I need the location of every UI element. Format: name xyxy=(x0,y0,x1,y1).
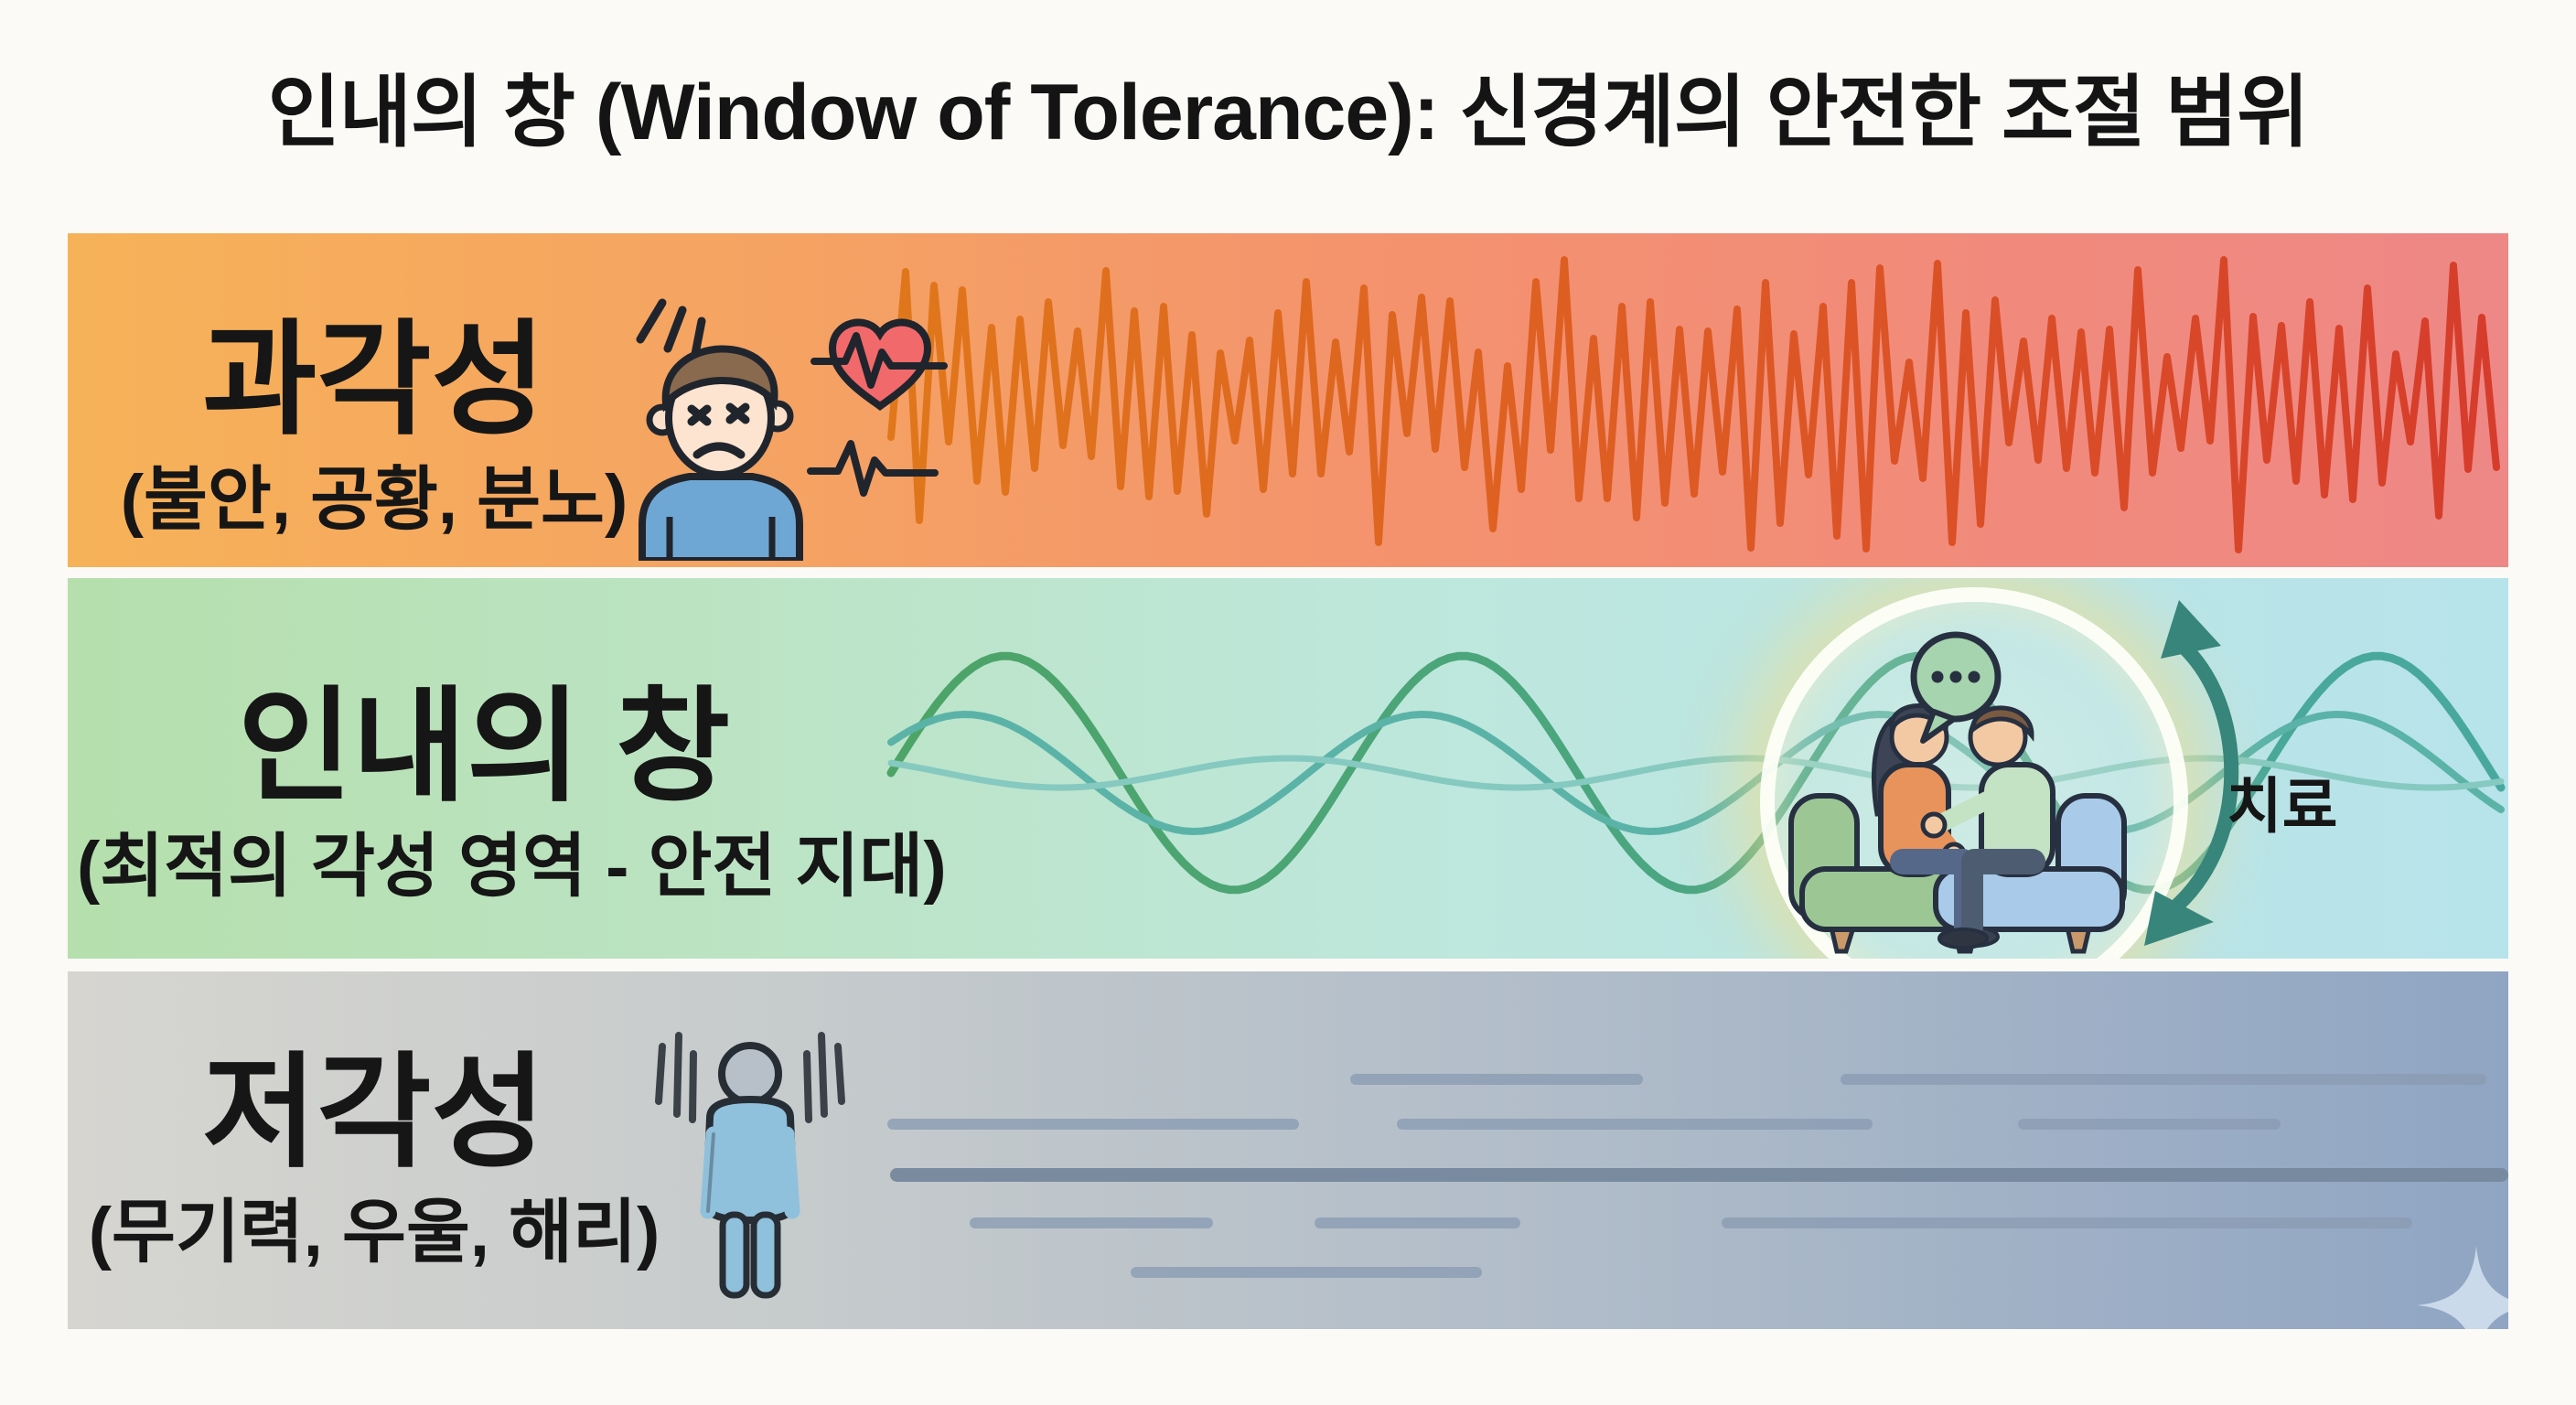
flatline-dash xyxy=(970,1217,1213,1228)
sparkle-icon xyxy=(2417,1246,2508,1329)
window-label: 인내의 창 xyxy=(237,677,731,816)
flatline-dash xyxy=(1350,1074,1643,1085)
window-of-tolerance-band: 치료 인내의 창 (최적의 각성 영역 - 안전 지대) xyxy=(68,578,2508,959)
therapy-arrow-label: 치료 xyxy=(2227,772,2338,840)
hyperarousal-jagged-wave xyxy=(887,256,2500,553)
flatline-dash xyxy=(887,1119,1299,1130)
flatline-dash xyxy=(1131,1267,1482,1278)
double-headed-curved-arrow-icon xyxy=(2144,600,2239,946)
client-man xyxy=(1920,705,2055,949)
hyperarousal-subtitle: (불안, 공황, 분노) xyxy=(120,461,628,539)
hyperarousal-label: 과각성 xyxy=(202,310,546,449)
flatline-dash xyxy=(1397,1119,1873,1130)
hypoarousal-label-block: 저각성 (무기력, 우울, 해리) xyxy=(77,1050,671,1268)
hypoarousal-band: 저각성 (무기력, 우울, 해리) xyxy=(68,971,2508,1329)
angry-person-with-heartbeat-icon xyxy=(636,298,948,561)
flatline-dash xyxy=(1841,1074,2486,1085)
window-subtitle: (최적의 각성 영역 - 안전 지대) xyxy=(77,828,947,906)
hyperarousal-band: 과각성 (불안, 공황, 분노) xyxy=(68,233,2508,567)
flatline-dashes xyxy=(68,971,2508,1329)
hypoarousal-subtitle: (무기력, 우울, 해리) xyxy=(88,1194,660,1271)
therapy-session-two-people-icon xyxy=(1788,631,2127,954)
page-title: 인내의 창 (Window of Tolerance): 신경계의 안전한 조절… xyxy=(267,69,2310,156)
flatline-dash xyxy=(1315,1217,1520,1228)
flatline-dash xyxy=(1722,1217,2412,1228)
window-label-block: 인내의 창 (최적의 각성 영역 - 안전 지대) xyxy=(77,677,947,906)
flatline-dash xyxy=(2018,1119,2281,1130)
speech-bubble-ellipsis-icon xyxy=(1910,631,2002,744)
flatline-dash xyxy=(890,1168,2508,1182)
hyperarousal-label-block: 과각성 (불안, 공황, 분노) xyxy=(77,317,671,535)
hypoarousal-label: 저각성 xyxy=(202,1043,546,1182)
slumped-person-icon xyxy=(655,1032,845,1299)
